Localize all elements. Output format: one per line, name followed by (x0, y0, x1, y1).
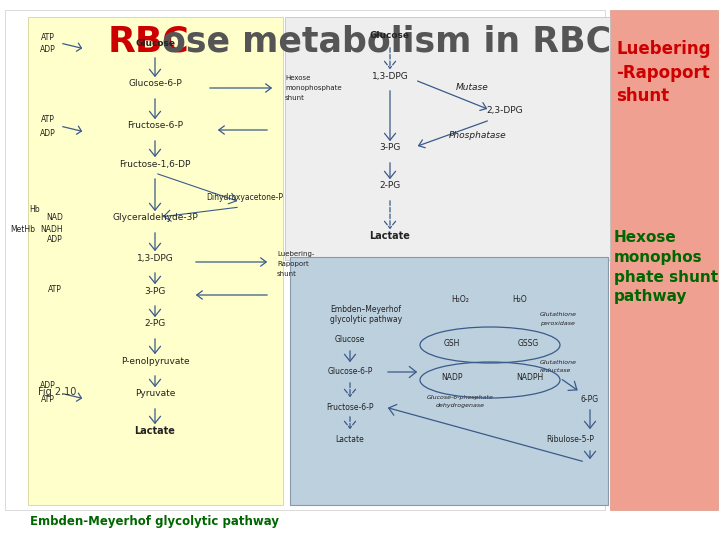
Text: Lactate: Lactate (336, 435, 364, 444)
Text: Rapoport: Rapoport (277, 261, 309, 267)
Text: GSSG: GSSG (518, 339, 539, 348)
FancyBboxPatch shape (28, 17, 283, 505)
Text: ADP: ADP (47, 235, 63, 245)
Text: dehydrogenase: dehydrogenase (436, 402, 485, 408)
Text: 2-PG: 2-PG (379, 181, 400, 191)
Text: Hexose
monophos
phate shunt
pathway: Hexose monophos phate shunt pathway (614, 230, 718, 305)
Text: Dihydroxyacetone-P: Dihydroxyacetone-P (207, 193, 284, 202)
Text: Ribulose-5-P: Ribulose-5-P (546, 435, 594, 444)
Text: Lactate: Lactate (135, 426, 176, 436)
Text: ATP: ATP (41, 116, 55, 125)
Text: Glucose-6-P: Glucose-6-P (128, 79, 182, 89)
Text: H₂O₂: H₂O₂ (451, 295, 469, 305)
Text: 2-PG: 2-PG (145, 320, 166, 328)
Text: Phosphatase: Phosphatase (449, 131, 507, 139)
Text: ADP: ADP (40, 45, 56, 55)
FancyBboxPatch shape (5, 10, 605, 510)
Text: 3-PG: 3-PG (379, 144, 401, 152)
Text: Fructose-6-P: Fructose-6-P (326, 402, 374, 411)
Text: shunt: shunt (277, 271, 297, 277)
Text: Fructose-6-P: Fructose-6-P (127, 122, 183, 131)
Text: Glucose-6-phosphate: Glucose-6-phosphate (426, 395, 493, 400)
Text: 6-PG: 6-PG (581, 395, 599, 404)
Text: glycolytic pathway: glycolytic pathway (330, 315, 402, 325)
Text: 1,3-DPG: 1,3-DPG (137, 253, 174, 262)
Text: ATP: ATP (41, 395, 55, 404)
FancyBboxPatch shape (290, 257, 608, 505)
Text: peroxidase: peroxidase (540, 321, 575, 326)
Text: NADP: NADP (441, 374, 463, 382)
Text: ose metabolism in RBC: ose metabolism in RBC (162, 25, 611, 59)
Text: Glutathione: Glutathione (540, 360, 577, 365)
Text: RBC: RBC (108, 25, 190, 59)
Text: ADP: ADP (40, 129, 56, 138)
Text: Glucose: Glucose (135, 38, 175, 48)
Text: 3-PG: 3-PG (144, 287, 166, 295)
Text: Lactate: Lactate (369, 231, 410, 241)
Text: NAD: NAD (47, 213, 63, 221)
Text: 2,3-DPG: 2,3-DPG (487, 106, 523, 116)
Text: NADH: NADH (41, 226, 63, 234)
Text: Hexose: Hexose (285, 75, 310, 81)
Text: Fig 2.10: Fig 2.10 (38, 387, 76, 397)
Text: Pyruvate: Pyruvate (135, 389, 175, 399)
Text: ATP: ATP (41, 32, 55, 42)
Text: Mutase: Mutase (456, 84, 488, 92)
Text: GSH: GSH (444, 339, 460, 348)
Text: H₂O: H₂O (513, 295, 527, 305)
Text: Luebering-: Luebering- (277, 251, 315, 257)
FancyBboxPatch shape (285, 17, 610, 260)
Text: Glucose-6-P: Glucose-6-P (328, 368, 373, 376)
Text: Embden–Meyerhof: Embden–Meyerhof (330, 306, 401, 314)
Text: monophosphate: monophosphate (285, 85, 341, 91)
Text: Fructose-1,6-DP: Fructose-1,6-DP (120, 159, 191, 168)
Text: Luebering
-Rapoport
shunt: Luebering -Rapoport shunt (616, 40, 711, 105)
Text: P-enolpyruvate: P-enolpyruvate (121, 356, 189, 366)
Text: MetHb: MetHb (10, 226, 35, 234)
Text: NADPH: NADPH (516, 374, 544, 382)
Text: Glucose: Glucose (370, 31, 410, 40)
Text: Embden-Meyerhof glycolytic pathway: Embden-Meyerhof glycolytic pathway (30, 516, 279, 529)
Text: 1,3-DPG: 1,3-DPG (372, 71, 408, 80)
Text: Hb: Hb (30, 206, 40, 214)
Text: reductase: reductase (540, 368, 572, 373)
FancyBboxPatch shape (610, 10, 718, 510)
Text: ADP: ADP (40, 381, 56, 390)
Text: shunt: shunt (285, 95, 305, 101)
Text: ATP: ATP (48, 286, 62, 294)
Text: Glutathione: Glutathione (540, 313, 577, 318)
Text: Glucose: Glucose (335, 335, 365, 345)
Text: Glyceraldehyde-3P: Glyceraldehyde-3P (112, 213, 198, 222)
